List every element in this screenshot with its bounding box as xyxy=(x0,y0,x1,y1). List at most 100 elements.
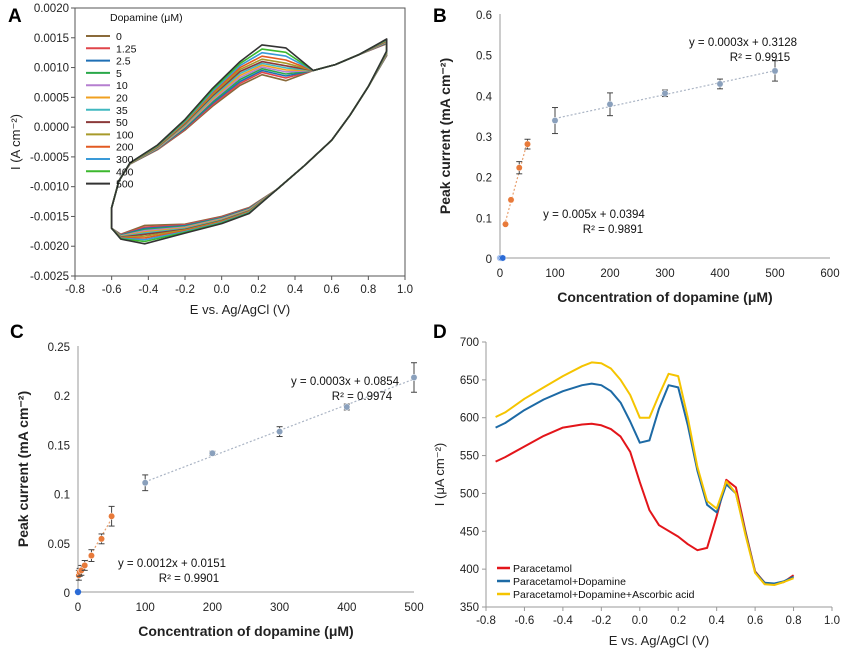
x-tick-label: -0.6 xyxy=(102,284,122,296)
x-tick-label: -0.4 xyxy=(553,615,573,627)
y-tick-label: 450 xyxy=(460,526,479,538)
panel-letter-a: A xyxy=(8,6,22,27)
x-axis-title: E vs. Ag/AgCl (V) xyxy=(190,302,290,317)
data-point xyxy=(141,479,149,487)
data-point xyxy=(507,196,515,204)
data-point xyxy=(343,403,351,411)
y-axis-title: Peak current (mA cm⁻²) xyxy=(15,391,31,547)
x-tick-label: 100 xyxy=(136,602,155,614)
data-point xyxy=(208,449,216,457)
y-tick-label: 700 xyxy=(460,337,479,349)
x-tick-label: 400 xyxy=(710,268,729,280)
legend-label: 0 xyxy=(116,31,122,43)
y-tick-label: 650 xyxy=(460,375,479,387)
equation-label: R² = 0.9915 xyxy=(730,52,790,64)
panel-d: D 350 400 450 500 550 600 650 700 -0.8 -0.6 -0.4 -0.… xyxy=(432,322,840,648)
x-tick-label: 1.0 xyxy=(397,284,413,296)
x-tick-label: 0.6 xyxy=(747,615,763,627)
x-tick-label: -0.8 xyxy=(65,284,85,296)
x-tick-label: 500 xyxy=(765,268,784,280)
dpv-curve-1 xyxy=(495,382,795,585)
data-point xyxy=(276,428,284,436)
x-tick-label: 0.8 xyxy=(786,615,802,627)
y-tick-label: -0.0010 xyxy=(30,182,69,194)
equation-label: R² = 0.9901 xyxy=(159,573,219,585)
x-tick-label: 300 xyxy=(270,602,289,614)
data-point xyxy=(108,512,116,520)
x-tick-label: 0 xyxy=(497,268,503,280)
x-tick-label: 0.8 xyxy=(360,284,376,296)
y-tick-label: 0.05 xyxy=(48,539,70,551)
y-tick-label: 0.6 xyxy=(476,10,492,22)
data-point xyxy=(502,220,509,228)
data-point xyxy=(499,254,507,262)
data-point xyxy=(606,100,614,108)
y-tick-label: 500 xyxy=(460,488,479,500)
equation-label: y = 0.0003x + 0.3128 xyxy=(689,37,797,49)
legend-label: 400 xyxy=(116,166,134,178)
x-tick-label: 0.4 xyxy=(709,615,726,627)
data-point xyxy=(515,164,523,172)
x-tick-label: -0.2 xyxy=(591,615,611,627)
equation-label: y = 0.005x + 0.0394 xyxy=(543,209,645,221)
legend-label: 20 xyxy=(116,93,128,105)
data-point xyxy=(410,374,418,381)
legend-label: 5 xyxy=(116,68,122,80)
x-tick-label: 200 xyxy=(600,268,619,280)
panel-b: B 0 0.1 0.2 0.3 0.4 0.5 0.6 0 100 200 300 400 500 600 C… xyxy=(433,6,840,305)
data-point xyxy=(524,140,531,148)
y-tick-label: 550 xyxy=(460,451,479,463)
x-tick-label: 0 xyxy=(75,602,81,614)
legend-label: 200 xyxy=(116,142,134,154)
y-tick-label: 0 xyxy=(486,254,492,266)
y-tick-label: 0.2 xyxy=(476,173,492,185)
equation-label: y = 0.0003x + 0.0854 xyxy=(291,376,400,388)
data-point xyxy=(81,561,89,569)
y-tick-label: 0.0015 xyxy=(34,33,69,45)
y-tick-label: 600 xyxy=(460,413,479,425)
x-axis-title: Concentration of dopamine (μM) xyxy=(138,623,353,639)
x-axis-title: Concentration of dopamine (μM) xyxy=(557,289,772,305)
x-tick-label: -0.8 xyxy=(476,615,496,627)
legend-title: Dopamine (μM) xyxy=(110,12,183,24)
legend-label: 50 xyxy=(116,117,128,129)
panel-a: A-0.0025-0.0020-0.0015-0.0010-0.00050.00… xyxy=(8,3,413,317)
y-tick-label: 0.0010 xyxy=(34,63,69,75)
data-point xyxy=(716,80,724,88)
y-tick-label: 0.25 xyxy=(48,342,70,354)
x-tick-label: 0.0 xyxy=(214,284,230,296)
legend-label: 500 xyxy=(116,179,134,191)
y-tick-label: 0.4 xyxy=(476,91,493,103)
x-tick-label: 200 xyxy=(203,602,222,614)
data-point-origin xyxy=(74,588,82,596)
panel-letter-d: D xyxy=(433,322,447,343)
legend-label: Paracetamol+Dopamine xyxy=(513,576,626,588)
x-tick-label: 0.0 xyxy=(632,615,648,627)
legend-label: 100 xyxy=(116,129,134,141)
data-point xyxy=(661,89,669,97)
plot-frame-a xyxy=(74,7,406,277)
x-axis-title: E vs. Ag/AgCl (V) xyxy=(609,633,709,648)
legend-label: 2.5 xyxy=(116,56,131,68)
y-tick-label: -0.0015 xyxy=(30,211,69,223)
x-tick-label: 0.4 xyxy=(287,284,304,296)
x-tick-label: 0.2 xyxy=(250,284,266,296)
equation-label: R² = 0.9974 xyxy=(332,391,393,403)
x-tick-label: 100 xyxy=(545,268,564,280)
y-tick-label: 400 xyxy=(460,564,479,576)
x-tick-label: 0.6 xyxy=(324,284,340,296)
y-tick-label: -0.0020 xyxy=(30,241,69,253)
y-tick-label: 0.0005 xyxy=(34,92,69,104)
legend-label: 35 xyxy=(116,105,128,117)
y-tick-label: 0.1 xyxy=(476,213,492,225)
x-tick-label: -0.4 xyxy=(138,284,158,296)
legend-label: 10 xyxy=(116,80,128,92)
y-tick-label: 0.2 xyxy=(54,391,70,403)
data-point xyxy=(87,552,95,560)
y-tick-label: -0.0025 xyxy=(30,271,69,283)
legend-label: 300 xyxy=(116,154,134,166)
y-tick-label: 350 xyxy=(460,602,479,614)
x-tick-label: -0.2 xyxy=(175,284,195,296)
x-tick-label: -0.6 xyxy=(515,615,535,627)
